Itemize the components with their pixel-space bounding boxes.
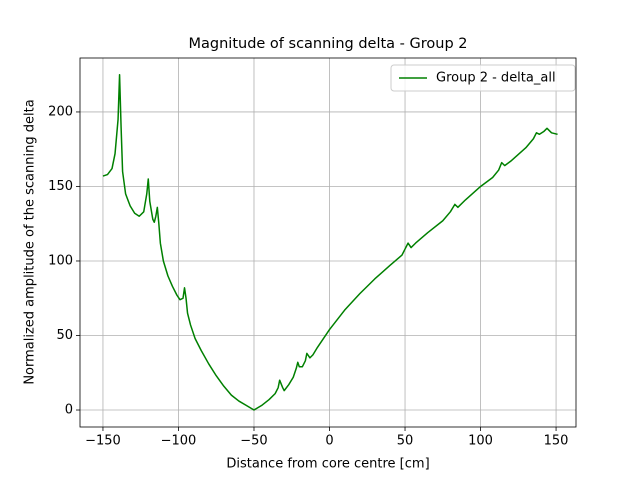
x-tick-label: 50 bbox=[397, 434, 414, 449]
y-tick-label: 50 bbox=[56, 328, 73, 343]
y-axis-label: Normalized amplitude of the scanning del… bbox=[23, 99, 38, 384]
y-tick-label: 200 bbox=[48, 104, 73, 119]
axes-frame bbox=[79, 57, 577, 428]
data-line bbox=[102, 73, 558, 411]
x-tick-label: 100 bbox=[468, 434, 493, 449]
x-tick-label: 150 bbox=[544, 434, 569, 449]
x-tick-label: −50 bbox=[240, 434, 267, 449]
y-tick-label: 150 bbox=[48, 179, 73, 194]
legend-label: Group 2 - delta_all bbox=[436, 71, 556, 86]
x-tick-label: 0 bbox=[325, 434, 333, 449]
legend-box bbox=[390, 64, 576, 92]
y-tick-label: 0 bbox=[65, 403, 73, 418]
chart-title: Magnitude of scanning delta - Group 2 bbox=[189, 36, 468, 52]
y-tick-label: 100 bbox=[48, 253, 73, 268]
x-tick-label: −100 bbox=[161, 434, 197, 449]
x-tick-label: −150 bbox=[85, 434, 121, 449]
x-axis-label: Distance from core centre [cm] bbox=[226, 457, 429, 472]
